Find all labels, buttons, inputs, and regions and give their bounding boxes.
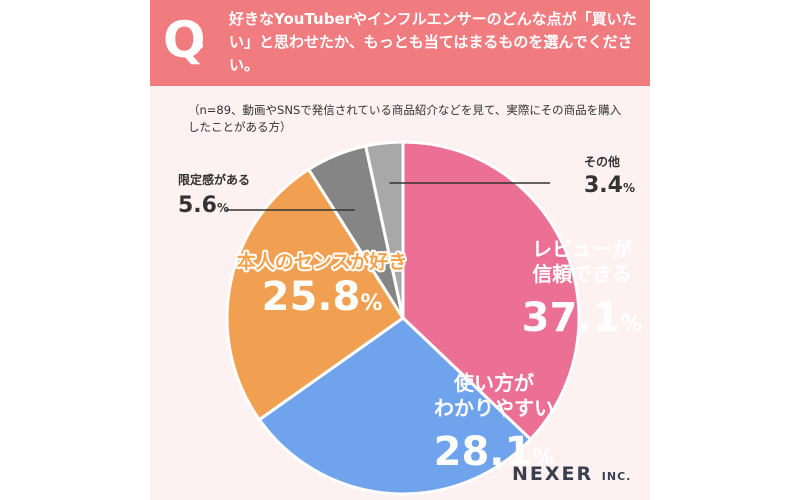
sample-note: （n=89、動画やSNSで発信されている商品紹介などを見て、実際にその商品を購入…: [188, 103, 622, 134]
q-mark: Q: [163, 11, 206, 69]
slice-label-0-line-0: レビューが: [532, 237, 632, 261]
pie-slice-2: [225, 167, 405, 422]
slice-unit-4: %: [623, 181, 635, 195]
slice-value-4: 3.4%: [584, 173, 635, 198]
slice-label-1-line-0: 使い方が: [453, 371, 534, 395]
slice-unit-0: %: [620, 312, 642, 337]
question-header: Q 好きなYouTuberやインフルエンサーのどんな点が「買いたい」と思わせたか…: [150, 0, 650, 86]
pie-slice-0: [401, 140, 581, 441]
pie-chart: レビューが信頼できる37.1%使い方がわかりやすい28.1%本人のセンスが好き2…: [178, 140, 643, 496]
slice-unit-2: %: [360, 291, 382, 316]
slice-unit-1: %: [532, 446, 554, 471]
slice-label-3-line-0: 限定感がある: [178, 172, 250, 187]
nexer-logo: NEXER INC.: [512, 463, 631, 485]
q-dot: [196, 42, 203, 49]
infographic-card: Q 好きなYouTuberやインフルエンサーのどんな点が「買いたい」と思わせたか…: [150, 0, 650, 500]
pie-slice-4: [364, 140, 405, 320]
logo-name: NEXER: [512, 463, 594, 485]
slice-label-1-line-1: わかりやすい: [434, 396, 554, 420]
slice-label-4-line-0: その他: [584, 154, 620, 169]
slice-label-0-line-1: 信頼できる: [532, 262, 632, 286]
question-text: 好きなYouTuberやインフルエンサーのどんな点が「買いたい」と思わせたか、も…: [229, 10, 637, 74]
slice-value-0: 37.1%: [522, 295, 643, 341]
logo-suffix: INC.: [601, 470, 632, 483]
slice-value-3: 5.6%: [178, 193, 229, 218]
slice-unit-3: %: [217, 201, 229, 215]
pie-slice-1: [257, 316, 533, 496]
slice-label-2-line-0: 本人のセンスが好き: [237, 250, 408, 273]
